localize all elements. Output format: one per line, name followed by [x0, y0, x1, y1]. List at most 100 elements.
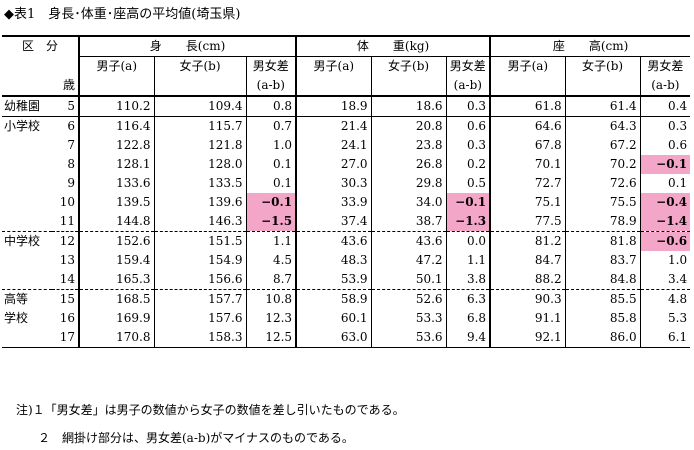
- row-age: 10: [52, 193, 81, 212]
- height-diff-cell: 1.0: [246, 136, 298, 155]
- height-diff-cell: 1.1: [246, 231, 298, 251]
- sitting-female-cell: 70.2: [565, 155, 641, 174]
- weight-male-cell: 58.9: [296, 289, 372, 309]
- height-female-cell: 157.6: [154, 309, 247, 328]
- weight-female-cell: 53.6: [371, 328, 447, 348]
- weight-male-cell: 30.3: [296, 174, 372, 193]
- sitting-diff-cell: 6.1: [640, 328, 691, 348]
- row-age: 14: [52, 270, 81, 290]
- sitting-diff-cell: 0.1: [668, 176, 688, 190]
- sitting-diff-header: 男女差: [647, 59, 684, 73]
- sitting-male-cell: 64.6: [490, 116, 566, 136]
- table-row: 7 122.8 121.8 1.0 24.1 23.8 0.3 67.8 67.2 0.6: [2, 136, 690, 155]
- sitting-diff-formula: (a-b): [640, 76, 691, 97]
- row-age: 11: [52, 212, 81, 232]
- row-category: [2, 174, 52, 193]
- sitting-male-cell: 88.2: [490, 270, 566, 290]
- category-header-space: [2, 57, 52, 77]
- category-header: 区 分: [2, 35, 81, 57]
- height-female-cell: 128.0: [154, 155, 247, 174]
- sitting-female-cell: 78.9: [565, 212, 641, 232]
- height-female-cell: 156.6: [154, 270, 247, 290]
- weight-female-cell: 18.6: [371, 96, 447, 117]
- height-diff-formula: (a-b): [246, 76, 298, 97]
- height-female-cell: 146.3: [154, 212, 247, 232]
- table-row: 学校 16 169.9 157.6 12.3 60.1 53.3 6.8 91.1 85.8 5.3: [2, 309, 690, 328]
- note-2: ２ 網掛け部分は、男女差(a-b)がマイナスのものである。: [38, 431, 354, 445]
- table-row: 中学校 12 152.6 151.5 1.1 43.6 43.6 0.0 81.2 81.8 −0.…: [2, 231, 691, 251]
- height-male-cell: 128.1: [79, 155, 155, 174]
- height-male-cell: 122.8: [79, 136, 155, 155]
- sitting-male-cell: 67.8: [490, 136, 566, 155]
- row-age: 6: [52, 116, 81, 136]
- sitting-height-group-header: 座 高(cm): [490, 35, 691, 57]
- height-female-cell: 133.5: [154, 174, 247, 193]
- height-diff-header: 男女差: [246, 56, 298, 76]
- sitting-diff-cell: −0.1: [640, 155, 691, 174]
- weight-diff-cell: 1.1: [446, 251, 492, 270]
- weight-female-cell: 23.8: [371, 136, 447, 155]
- row-category: 学校: [4, 311, 29, 325]
- table-row: 10 139.5 139.6 −0.1 33.9 34.0 −0.1 75.1 75.5 −0.4: [2, 193, 691, 212]
- table-body: 幼稚園 5 110.2 109.4 0.8 18.9 18.6 0.3 61.8 61.4 0.4 小…: [2, 96, 691, 348]
- height-diff-cell: 12.3: [246, 309, 298, 328]
- height-male-cell: 133.6: [79, 174, 155, 193]
- sitting-female-cell: 75.5: [565, 193, 641, 212]
- weight-female-cell: 29.8: [371, 174, 447, 193]
- weight-male-cell: 48.3: [296, 251, 372, 270]
- sitting-male-cell: 91.1: [490, 309, 566, 328]
- height-male-cell: 170.8: [79, 328, 155, 348]
- height-group-header: 身 長(cm): [79, 35, 298, 57]
- sitting-male-cell: 61.8: [490, 96, 566, 117]
- weight-diff-formula: (a-b): [446, 76, 492, 97]
- sitting-male-cell: 77.5: [490, 212, 566, 232]
- weight-male-cell: 33.9: [296, 193, 372, 212]
- weight-diff-cell: 0.0: [446, 231, 492, 251]
- weight-male-cell: 27.0: [296, 155, 372, 174]
- height-diff-cell: 0.8: [246, 96, 298, 117]
- sitting-male-cell: 70.1: [490, 155, 566, 174]
- average-measurements-table: 区 分 身 長(cm) 体 重(kg) 座 高(cm) 男子(a) 女子(b) …: [2, 35, 691, 348]
- weight-female-cell: 43.6: [371, 231, 447, 251]
- row-category: [2, 212, 52, 232]
- weight-group-header: 体 重(kg): [296, 35, 492, 57]
- sitting-male-cell: 75.1: [490, 193, 566, 212]
- sitting-male-cell: 81.2: [490, 231, 566, 251]
- weight-male-cell: 60.1: [296, 309, 372, 328]
- row-age: 12: [52, 231, 81, 251]
- table-row: 13 159.4 154.9 4.5 48.3 47.2 1.1 84.7 83.7 1.0: [2, 251, 690, 270]
- height-female-cell: 109.4: [154, 96, 247, 117]
- sitting-female-header: 女子(b): [565, 56, 641, 76]
- weight-diff-cell: 9.4: [446, 328, 492, 348]
- weight-female-cell: 50.1: [371, 270, 447, 290]
- sitting-female-cell: 84.8: [565, 270, 641, 290]
- weight-male-cell: 43.6: [296, 231, 372, 251]
- row-age: 17: [52, 328, 81, 348]
- weight-diff-cell: 6.3: [446, 289, 492, 309]
- weight-female-header: 女子(b): [371, 56, 447, 76]
- weight-female-cell: 53.3: [371, 309, 447, 328]
- sitting-diff-cell: 4.8: [668, 292, 688, 306]
- note-1: 注)１「男女差」は男子の数値から女子の数値を差し引いたものである。: [16, 403, 405, 417]
- height-male-cell: 159.4: [79, 251, 155, 270]
- row-category: [2, 155, 52, 174]
- height-male-cell: 110.2: [79, 96, 155, 117]
- height-female-cell: 139.6: [154, 193, 247, 212]
- row-category: [2, 251, 52, 270]
- weight-diff-cell: 6.8: [446, 309, 492, 328]
- row-category: 小学校: [4, 119, 41, 133]
- row-age: 7: [52, 136, 81, 155]
- weight-female-cell: 38.7: [371, 212, 447, 232]
- table-row: 小学校 6 116.4 115.7 0.7 21.4 20.8 0.6 64.6 64.3 0.3: [2, 116, 690, 136]
- row-age: 16: [52, 309, 81, 328]
- height-male-cell: 169.9: [79, 309, 155, 328]
- height-diff-cell: −1.5: [246, 212, 298, 232]
- sitting-diff-cell: −0.6: [640, 231, 691, 251]
- sitting-female-cell: 61.4: [565, 96, 641, 117]
- height-diff-cell: 0.1: [246, 155, 298, 174]
- height-male-header: 男子(a): [79, 56, 155, 76]
- row-category: [2, 136, 52, 155]
- table-row: 8 128.1 128.0 0.1 27.0 26.8 0.2 70.1 70.2 −0.1: [2, 155, 691, 174]
- height-female-cell: 121.8: [154, 136, 247, 155]
- sitting-female-cell: 72.6: [565, 174, 641, 193]
